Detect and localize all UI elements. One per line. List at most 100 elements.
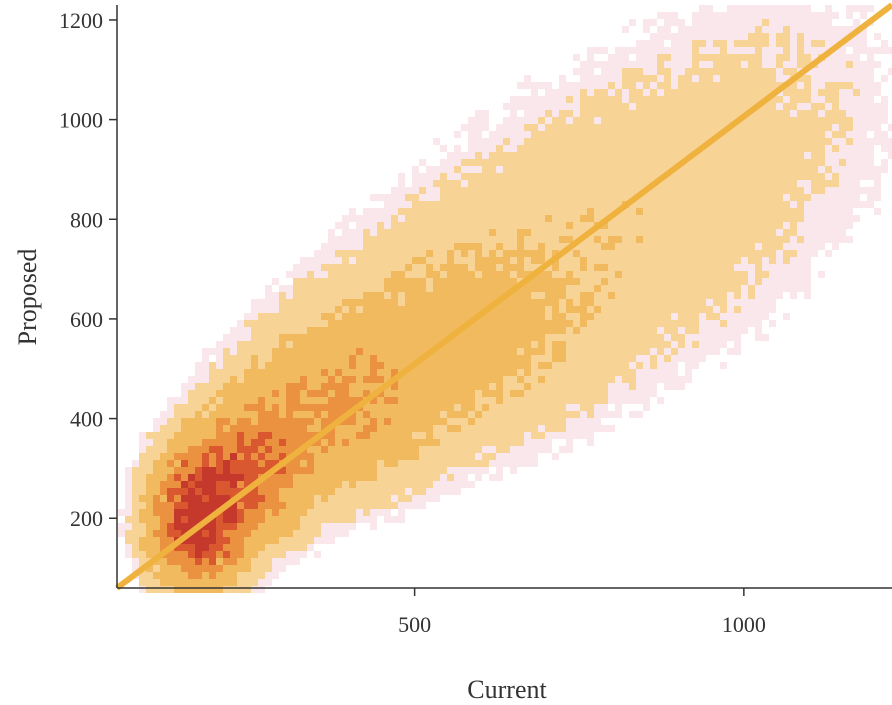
density-cell bbox=[510, 173, 517, 180]
density-cell bbox=[825, 89, 832, 96]
density-cell bbox=[713, 103, 720, 110]
density-cell bbox=[650, 152, 657, 159]
density-cell bbox=[678, 278, 685, 285]
density-cell bbox=[671, 54, 678, 61]
density-cell bbox=[573, 166, 580, 173]
density-cell bbox=[440, 278, 447, 285]
density-cell bbox=[727, 208, 734, 215]
density-cell bbox=[356, 348, 363, 355]
density-cell bbox=[622, 299, 629, 306]
density-cell bbox=[496, 215, 503, 222]
density-cell bbox=[293, 390, 300, 397]
y-tick-label: 200 bbox=[70, 506, 103, 531]
density-cell bbox=[419, 348, 426, 355]
density-cell bbox=[216, 544, 223, 551]
density-cell bbox=[265, 285, 272, 292]
density-cell bbox=[195, 565, 202, 572]
density-cell bbox=[244, 579, 251, 586]
density-cell bbox=[328, 516, 335, 523]
density-cell bbox=[650, 229, 657, 236]
density-cell bbox=[384, 453, 391, 460]
density-cell bbox=[524, 257, 531, 264]
density-cell bbox=[503, 215, 510, 222]
density-cell bbox=[125, 516, 132, 523]
density-cell bbox=[517, 348, 524, 355]
density-cell bbox=[468, 404, 475, 411]
density-cell bbox=[300, 530, 307, 537]
density-cell bbox=[685, 110, 692, 117]
density-cell bbox=[482, 334, 489, 341]
density-cell bbox=[608, 278, 615, 285]
density-cell bbox=[790, 12, 797, 19]
density-cell bbox=[580, 397, 587, 404]
density-cell bbox=[601, 334, 608, 341]
density-cell bbox=[433, 257, 440, 264]
density-cell bbox=[440, 488, 447, 495]
density-cell bbox=[657, 194, 664, 201]
density-cell bbox=[727, 166, 734, 173]
density-cell bbox=[776, 208, 783, 215]
density-cell bbox=[685, 194, 692, 201]
density-cell bbox=[272, 446, 279, 453]
density-cell bbox=[517, 152, 524, 159]
density-cell bbox=[804, 89, 811, 96]
density-cell bbox=[510, 145, 517, 152]
density-cell bbox=[279, 285, 286, 292]
density-cell bbox=[489, 271, 496, 278]
density-cell bbox=[419, 201, 426, 208]
density-cell bbox=[412, 404, 419, 411]
density-cell bbox=[412, 390, 419, 397]
density-cell bbox=[762, 110, 769, 117]
density-cell bbox=[748, 5, 755, 12]
density-cell bbox=[685, 61, 692, 68]
density-cell bbox=[678, 19, 685, 26]
density-cell bbox=[356, 432, 363, 439]
density-cell bbox=[188, 383, 195, 390]
density-cell bbox=[489, 397, 496, 404]
density-cell bbox=[846, 166, 853, 173]
density-cell bbox=[496, 320, 503, 327]
density-cell bbox=[657, 89, 664, 96]
density-cell bbox=[398, 432, 405, 439]
density-cell bbox=[755, 68, 762, 75]
density-cell bbox=[545, 376, 552, 383]
density-cell bbox=[279, 362, 286, 369]
density-cell bbox=[776, 215, 783, 222]
density-cell bbox=[706, 82, 713, 89]
density-cell bbox=[209, 432, 216, 439]
density-cell bbox=[580, 201, 587, 208]
density-cell bbox=[363, 425, 370, 432]
density-cell bbox=[496, 222, 503, 229]
density-cell bbox=[237, 467, 244, 474]
density-cell bbox=[853, 117, 860, 124]
density-cell bbox=[216, 586, 223, 593]
density-cell bbox=[636, 166, 643, 173]
density-cell bbox=[426, 208, 433, 215]
density-cell bbox=[328, 495, 335, 502]
density-cell bbox=[307, 488, 314, 495]
density-cell bbox=[769, 215, 776, 222]
density-cell bbox=[454, 173, 461, 180]
density-cell bbox=[356, 236, 363, 243]
density-cell bbox=[552, 89, 559, 96]
density-cell bbox=[615, 229, 622, 236]
density-cell bbox=[160, 565, 167, 572]
density-cell bbox=[776, 278, 783, 285]
density-cell bbox=[573, 82, 580, 89]
density-cell bbox=[713, 61, 720, 68]
density-cell bbox=[314, 313, 321, 320]
density-cell bbox=[496, 369, 503, 376]
density-cell bbox=[671, 89, 678, 96]
density-cell bbox=[650, 306, 657, 313]
density-cell bbox=[671, 33, 678, 40]
density-cell bbox=[839, 201, 846, 208]
density-cell bbox=[356, 299, 363, 306]
density-cell bbox=[755, 145, 762, 152]
density-cell bbox=[594, 306, 601, 313]
density-cell bbox=[335, 320, 342, 327]
density-cell bbox=[769, 75, 776, 82]
density-cell bbox=[846, 159, 853, 166]
density-cell bbox=[776, 152, 783, 159]
density-cell bbox=[307, 264, 314, 271]
density-cell bbox=[664, 152, 671, 159]
